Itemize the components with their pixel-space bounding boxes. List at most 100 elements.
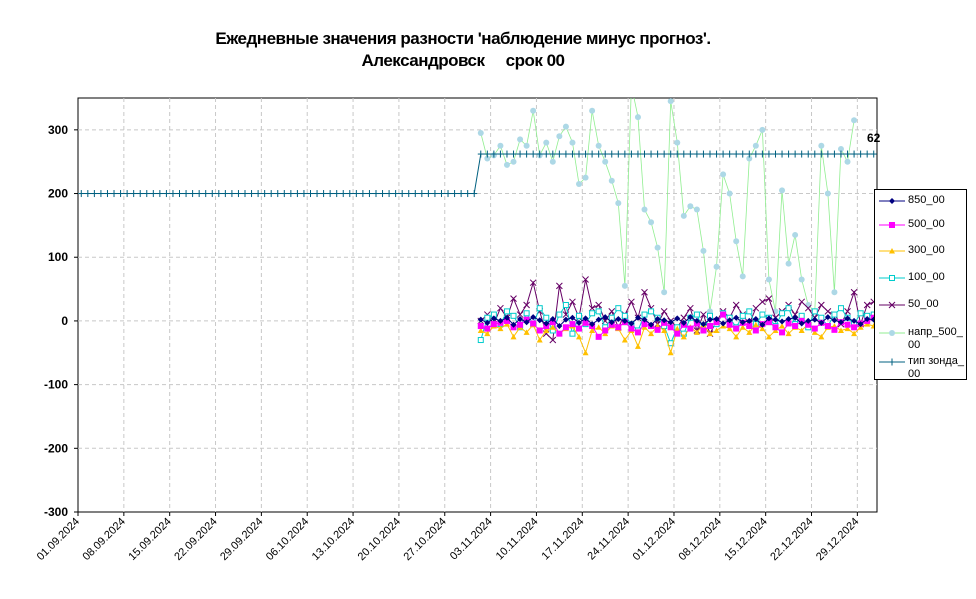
data-point <box>667 150 674 158</box>
legend-swatch <box>879 275 905 281</box>
data-point <box>582 315 589 322</box>
data-point <box>785 320 792 327</box>
data-point <box>732 301 740 309</box>
y-tick-label: -200 <box>44 441 68 455</box>
data-point <box>811 150 818 158</box>
data-point <box>811 308 818 315</box>
data-point <box>713 319 720 326</box>
data-point <box>471 190 478 198</box>
data-point <box>706 316 713 323</box>
data-point <box>228 190 235 198</box>
data-point <box>503 308 510 315</box>
data-point <box>765 333 772 340</box>
data-point <box>674 315 681 322</box>
data-point <box>628 320 635 327</box>
data-point <box>648 330 655 337</box>
data-point <box>248 190 255 198</box>
data-point <box>536 150 543 158</box>
data-point <box>746 155 753 162</box>
data-point <box>556 150 563 158</box>
data-point <box>720 320 727 327</box>
data-point <box>621 150 628 158</box>
data-point <box>569 139 576 146</box>
data-point <box>641 288 648 296</box>
data-point <box>562 316 569 323</box>
data-point <box>844 315 851 322</box>
series-тип-зонда_00 <box>78 150 877 198</box>
data-point <box>857 150 864 158</box>
data-point <box>641 311 648 318</box>
data-point <box>700 247 707 254</box>
data-point <box>798 298 806 306</box>
data-point <box>654 150 661 158</box>
data-point <box>759 298 766 306</box>
data-point <box>556 330 563 337</box>
data-point <box>811 329 818 335</box>
data-point <box>733 325 740 332</box>
data-point <box>242 190 249 198</box>
data-point <box>857 321 864 328</box>
data-point <box>536 337 543 343</box>
chart-legend: 850_00 500_00 300_00 100_00 50_00 напр_500_00… <box>874 189 967 380</box>
data-point <box>530 320 537 327</box>
data-point <box>595 316 602 323</box>
data-point <box>595 301 603 309</box>
data-point <box>648 150 655 158</box>
data-point <box>720 171 727 178</box>
data-point <box>792 150 799 158</box>
legend-swatch <box>879 198 905 204</box>
data-point <box>510 150 517 158</box>
legend-swatch <box>879 222 905 228</box>
data-point <box>602 158 609 165</box>
data-point <box>556 282 563 290</box>
data-point <box>621 312 628 319</box>
data-point <box>477 323 484 330</box>
data-point <box>739 312 746 319</box>
data-point <box>523 319 530 326</box>
chart-title-line-2: Александровск срок 00 <box>361 51 565 70</box>
data-point <box>667 98 674 105</box>
data-point <box>844 321 851 328</box>
data-point <box>628 298 635 306</box>
series-850_00 <box>477 314 877 330</box>
data-point <box>785 260 792 267</box>
data-point <box>870 150 877 158</box>
data-point <box>320 190 327 198</box>
data-point <box>700 327 707 334</box>
data-point <box>484 314 491 321</box>
data-point <box>595 308 602 315</box>
data-point <box>104 190 111 198</box>
y-tick-label: 0 <box>61 314 68 328</box>
data-point <box>733 150 740 158</box>
legend-label: 100_00 <box>908 271 945 283</box>
data-point <box>752 142 759 149</box>
data-point <box>497 325 504 332</box>
data-point <box>549 336 557 344</box>
data-point <box>431 190 438 198</box>
data-point <box>477 316 484 323</box>
legend-marker <box>889 248 895 254</box>
data-point <box>831 317 838 324</box>
data-point <box>150 190 157 198</box>
data-point <box>503 317 510 324</box>
x-tick-label: 15.09.2024 <box>126 516 173 563</box>
data-point <box>517 321 524 328</box>
x-tick-label: 17.11.2024 <box>540 516 587 563</box>
data-point <box>84 190 91 198</box>
data-point <box>680 150 687 158</box>
data-point <box>706 150 713 158</box>
data-point <box>864 150 871 158</box>
data-point <box>634 329 641 336</box>
data-point <box>582 174 589 181</box>
data-point <box>667 324 674 331</box>
data-point <box>720 150 727 158</box>
data-point <box>399 190 406 198</box>
data-point <box>222 190 229 198</box>
data-point <box>831 326 838 333</box>
data-point <box>844 325 851 332</box>
data-point <box>327 190 334 198</box>
data-point <box>464 190 471 198</box>
data-point <box>798 276 805 283</box>
y-tick-label: -100 <box>44 378 68 392</box>
data-point <box>693 329 700 335</box>
